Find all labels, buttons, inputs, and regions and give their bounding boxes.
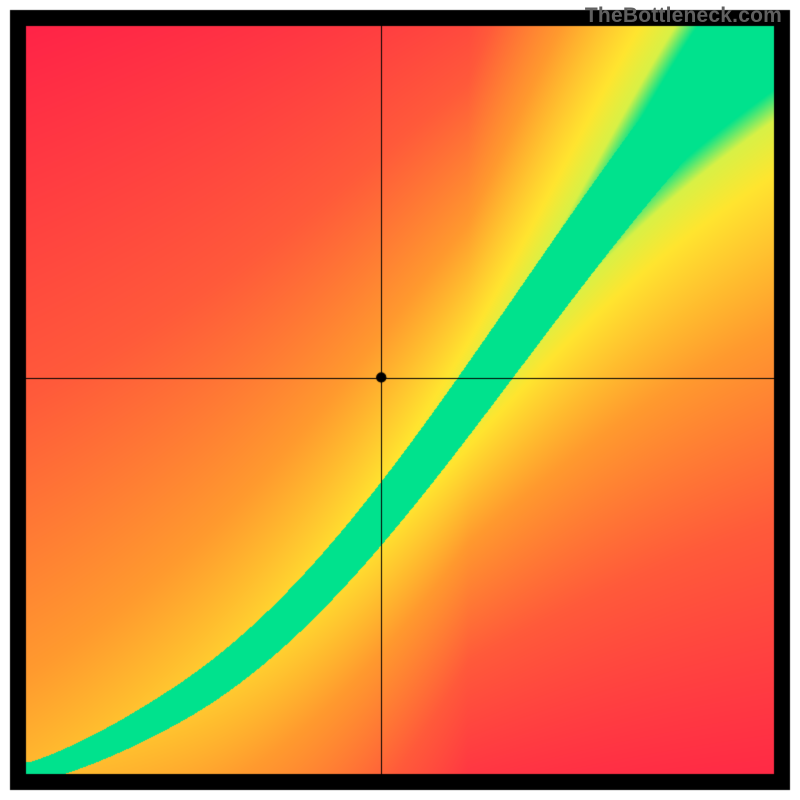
watermark: TheBottleneck.com bbox=[585, 4, 782, 28]
chart-container: TheBottleneck.com bbox=[0, 0, 800, 800]
bottleneck-heatmap-canvas bbox=[0, 0, 800, 800]
